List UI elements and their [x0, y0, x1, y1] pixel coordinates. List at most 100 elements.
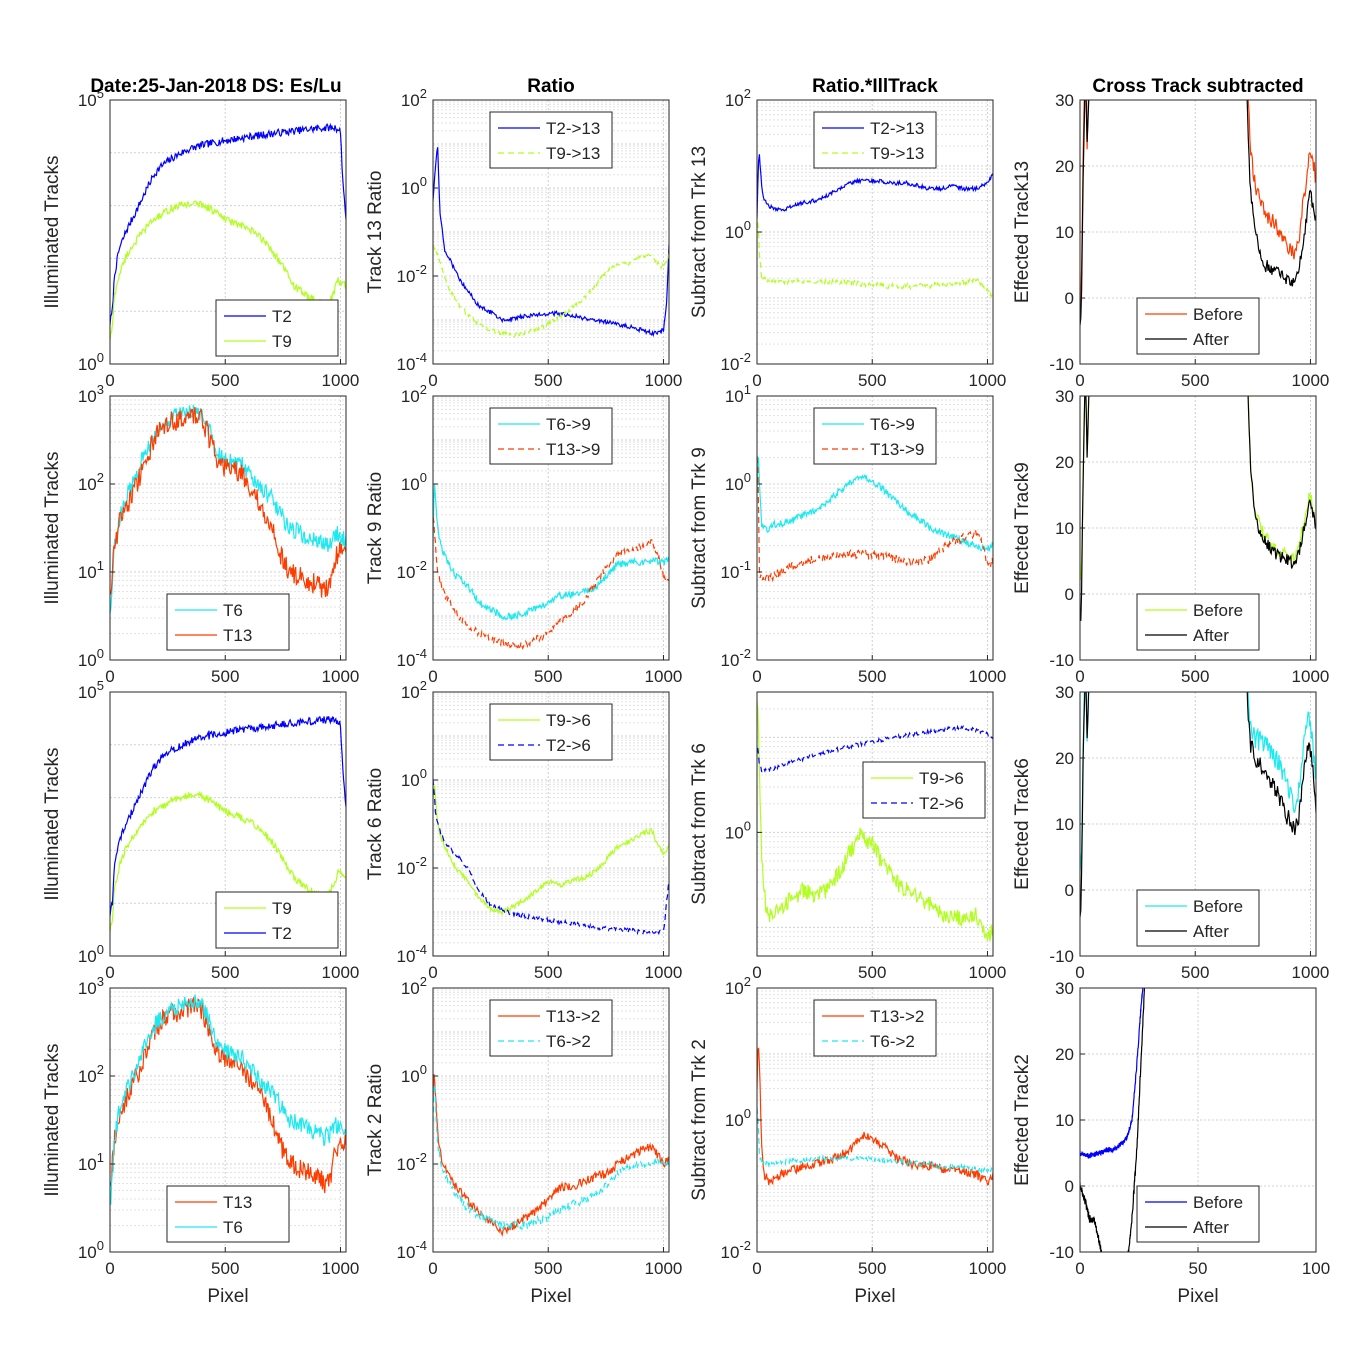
x-tick-label: 1000 [322, 1259, 360, 1278]
legend-label: T9->13 [870, 144, 924, 163]
x-tick-label: 1000 [645, 963, 683, 982]
y-tick-label: 100 [78, 1238, 104, 1262]
y-tick-label: 10-2 [397, 1150, 427, 1174]
x-tick-label: 0 [1075, 963, 1084, 982]
legend-box [1136, 297, 1260, 355]
axes-box [109, 987, 347, 1253]
legend: T9->6 T2->6 [489, 703, 613, 761]
legend-label: After [1193, 922, 1229, 941]
x-tick-label: 500 [211, 963, 239, 982]
x-tick-label: 500 [534, 963, 562, 982]
series-line-After [1080, 692, 1316, 918]
x-tick-label: 1000 [969, 371, 1007, 390]
legend-label: T13->2 [870, 1007, 924, 1026]
series-line-T9 [110, 200, 346, 341]
series-line-Before [1080, 100, 1316, 314]
y-tick-label: 10 [1055, 223, 1074, 242]
legend-box [489, 111, 613, 169]
legend-label: T6->2 [546, 1032, 591, 1051]
x-tick-label: 500 [211, 1259, 239, 1278]
axes-box [109, 99, 347, 365]
x-tick-label: 1000 [1292, 371, 1330, 390]
legend-label: Before [1193, 1193, 1243, 1212]
y-tick-label: 102 [401, 678, 427, 702]
legend-label: T6 [223, 601, 243, 620]
x-tick-label: 0 [1075, 371, 1084, 390]
y-axis-label: Track 13 Ratio [365, 171, 386, 294]
y-axis-label: Illuminated Tracks [42, 451, 63, 604]
legend-label: T6->9 [870, 415, 915, 434]
legend-label: T6->2 [870, 1032, 915, 1051]
y-tick-label: 30 [1055, 683, 1074, 702]
axes-box [109, 691, 347, 957]
x-tick-label: 1000 [322, 667, 360, 686]
y-tick-label: 0 [1065, 585, 1074, 604]
x-tick-label: 50 [1189, 1259, 1208, 1278]
x-tick-label: 0 [105, 1259, 114, 1278]
legend-label: T9->6 [546, 711, 591, 730]
x-tick-label: 500 [858, 371, 886, 390]
legend-box [215, 299, 339, 357]
x-tick-label: 1000 [322, 963, 360, 982]
y-tick-label: 101 [725, 382, 751, 406]
x-tick-label: 1000 [969, 667, 1007, 686]
y-tick-label: 100 [725, 470, 751, 494]
legend: T2->13 T9->13 [489, 111, 613, 169]
subplot-r1c2: 0 500 1000 10-4 10-2 100 102 Ratio Track 13 Rati… [365, 76, 682, 390]
x-tick-label: 0 [105, 371, 114, 390]
y-tick-label: 100 [725, 1106, 751, 1130]
legend-box [1136, 889, 1260, 947]
legend-box [1136, 1185, 1260, 1243]
x-tick-label: 500 [858, 1259, 886, 1278]
y-tick-label: 105 [78, 86, 104, 110]
x-tick-label: 500 [1181, 371, 1209, 390]
legend-label: T6->9 [546, 415, 591, 434]
subplot-r2c2: 0 500 1000 10-4 10-2 100 102 Track 9 Ratio T6->9… [365, 382, 682, 686]
legend-label: T2 [272, 307, 292, 326]
y-tick-label: 20 [1055, 453, 1074, 472]
legend-label: T9->13 [546, 144, 600, 163]
legend-box [813, 407, 937, 465]
legend-label: T2 [272, 924, 292, 943]
x-tick-label: 100 [1302, 1259, 1330, 1278]
subplot-r3c3: 0 500 1000 100 Subtract from Trk 6 T9->6 T2->6 [689, 691, 1006, 982]
x-axis-label: Pixel [1177, 1286, 1218, 1307]
y-tick-label: 100 [725, 818, 751, 842]
subplot-title: Ratio.*IllTrack [812, 76, 938, 97]
subplot-r2c3: 0 500 1000 10-2 10-1 100 101 Subtract from Trk … [689, 382, 1006, 686]
legend-box [215, 891, 339, 949]
x-tick-label: 0 [105, 963, 114, 982]
legend-label: After [1193, 330, 1229, 349]
legend-label: T9 [272, 332, 292, 351]
series-line-T6->2 [433, 1084, 669, 1231]
y-tick-label: 30 [1055, 387, 1074, 406]
series-line-T9->6 [757, 700, 993, 942]
legend: Before After [1136, 889, 1260, 947]
y-tick-label: 102 [401, 86, 427, 110]
x-tick-label: 500 [858, 963, 886, 982]
legend: Before After [1136, 593, 1260, 651]
y-axis-label: Subtract from Trk 13 [689, 146, 710, 318]
legend-label: T6 [223, 1218, 243, 1237]
y-tick-label: -10 [1049, 355, 1074, 374]
y-axis-label: Subtract from Trk 6 [689, 743, 710, 905]
subplot-r3c2: 0 500 1000 10-4 10-2 100 102 Track 6 Ratio T9->6… [365, 678, 682, 982]
x-tick-label: 500 [1181, 963, 1209, 982]
y-tick-label: 101 [78, 1150, 104, 1174]
x-tick-label: 500 [1181, 667, 1209, 686]
legend: T2->13 T9->13 [813, 111, 937, 169]
y-tick-label: 10 [1055, 1111, 1074, 1130]
x-tick-label: 0 [752, 667, 761, 686]
y-tick-label: 10-4 [397, 350, 427, 374]
legend-label: Before [1193, 601, 1243, 620]
y-tick-label: -10 [1049, 947, 1074, 966]
plot-area [757, 692, 993, 956]
y-axis-label: Effected Track13 [1012, 161, 1033, 303]
series-line-After [1080, 396, 1316, 621]
y-tick-label: 102 [401, 974, 427, 998]
y-tick-label: 105 [78, 678, 104, 702]
